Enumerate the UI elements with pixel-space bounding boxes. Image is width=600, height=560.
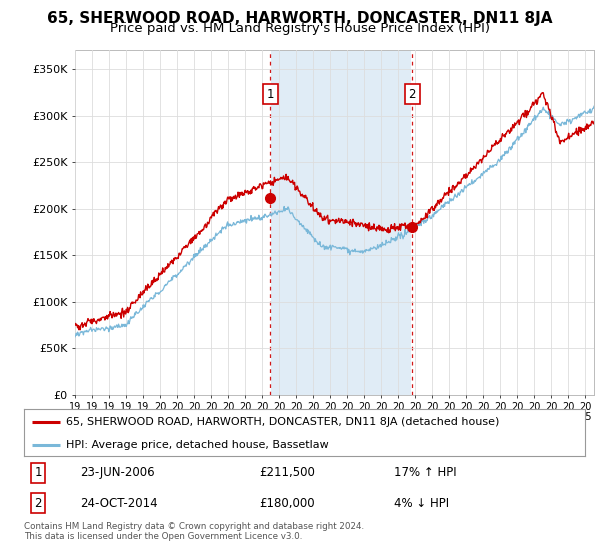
Text: 65, SHERWOOD ROAD, HARWORTH, DONCASTER, DN11 8JA: 65, SHERWOOD ROAD, HARWORTH, DONCASTER, … bbox=[47, 11, 553, 26]
Text: 4% ↓ HPI: 4% ↓ HPI bbox=[394, 497, 449, 510]
Text: HPI: Average price, detached house, Bassetlaw: HPI: Average price, detached house, Bass… bbox=[66, 440, 329, 450]
Text: 23-JUN-2006: 23-JUN-2006 bbox=[80, 466, 155, 479]
Text: 1: 1 bbox=[266, 88, 274, 101]
Text: 24-OCT-2014: 24-OCT-2014 bbox=[80, 497, 158, 510]
Text: 1: 1 bbox=[34, 466, 42, 479]
Text: 2: 2 bbox=[409, 88, 416, 101]
Text: Contains HM Land Registry data © Crown copyright and database right 2024.
This d: Contains HM Land Registry data © Crown c… bbox=[24, 522, 364, 542]
Text: £180,000: £180,000 bbox=[260, 497, 315, 510]
Text: Price paid vs. HM Land Registry's House Price Index (HPI): Price paid vs. HM Land Registry's House … bbox=[110, 22, 490, 35]
Text: 2: 2 bbox=[34, 497, 42, 510]
Text: 65, SHERWOOD ROAD, HARWORTH, DONCASTER, DN11 8JA (detached house): 65, SHERWOOD ROAD, HARWORTH, DONCASTER, … bbox=[66, 417, 499, 427]
Text: 17% ↑ HPI: 17% ↑ HPI bbox=[394, 466, 457, 479]
Text: £211,500: £211,500 bbox=[260, 466, 316, 479]
